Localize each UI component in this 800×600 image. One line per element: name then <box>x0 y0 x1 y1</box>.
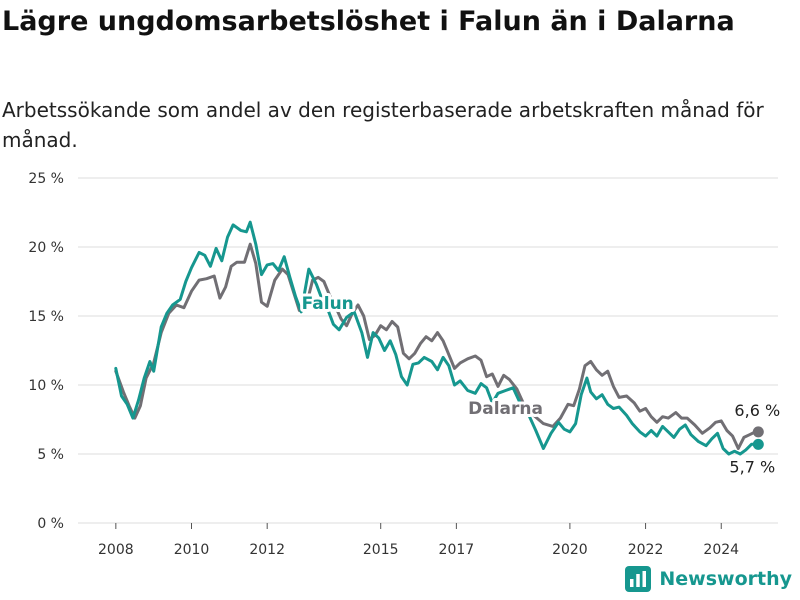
y-tick-label: 10 % <box>28 378 64 394</box>
x-tick-label: 2024 <box>703 542 739 558</box>
y-tick-label: 0 % <box>37 516 64 532</box>
x-tick-label: 2015 <box>363 542 399 558</box>
y-tick-label: 5 % <box>37 447 64 463</box>
series-end-dot-falun <box>752 438 764 450</box>
x-tick-label: 2008 <box>98 542 134 558</box>
y-tick-label: 20 % <box>28 240 64 256</box>
y-tick-label: 15 % <box>28 309 64 325</box>
x-tick-label: 2010 <box>174 542 210 558</box>
newsworthy-logo[interactable]: Newsworthy <box>625 566 792 592</box>
end-value-label-dalarna: 6,6 % <box>734 401 780 420</box>
series-line-dalarna <box>114 242 757 450</box>
page-subtitle: Arbetssökande som andel av den registerb… <box>2 98 764 152</box>
y-tick-label: 25 % <box>28 171 64 187</box>
chart-series <box>114 220 764 456</box>
series-label-falun: Falun <box>302 294 354 314</box>
series-line-falun <box>114 220 757 456</box>
chart-gridlines <box>78 177 778 524</box>
x-axis-ticks: 2008 2010 2012 2015 2017 2020 2022 2024 <box>98 523 739 558</box>
brand-name: Newsworthy <box>659 568 792 590</box>
chart-labels: Dalarna Falun 6,6 % 5,7 % <box>299 291 780 476</box>
x-tick-label: 2012 <box>249 542 285 558</box>
series-label-dalarna: Dalarna <box>468 399 543 419</box>
x-tick-label: 2022 <box>628 542 664 558</box>
x-tick-label: 2020 <box>552 542 588 558</box>
page-title: Lägre ungdomsarbetslöshet i Falun än i D… <box>2 6 735 37</box>
series-end-dot-dalarna <box>752 426 764 438</box>
x-tick-label: 2017 <box>439 542 475 558</box>
end-value-label-falun: 5,7 % <box>729 457 775 476</box>
bar-chart-logo-icon <box>625 566 652 592</box>
y-axis-ticks: 0 % 5 % 10 % 15 % 20 % 25 % <box>28 171 64 532</box>
